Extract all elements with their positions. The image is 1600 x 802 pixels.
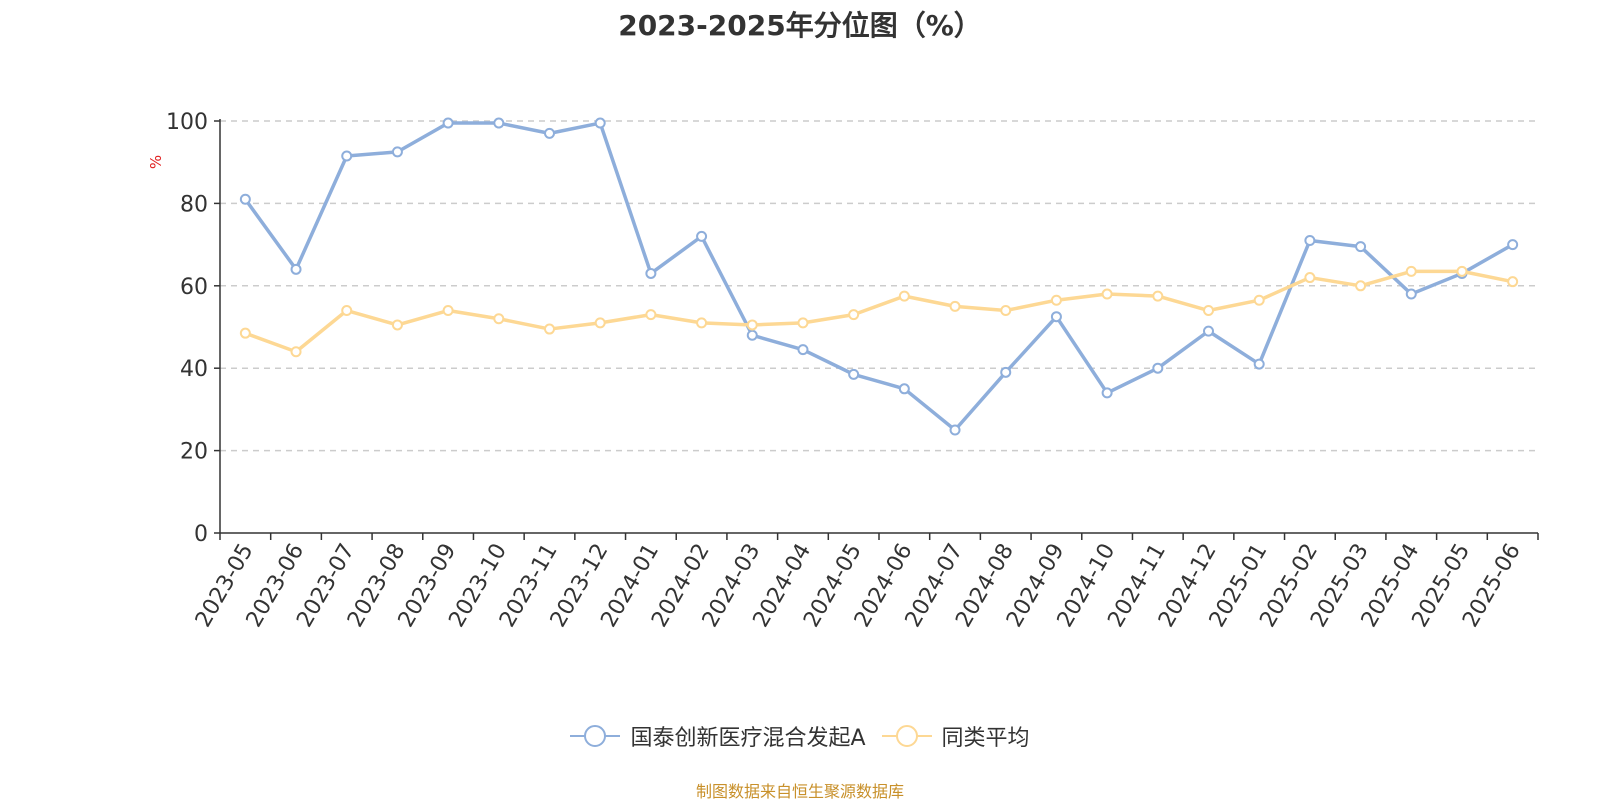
data-point-0[interactable] bbox=[898, 383, 910, 395]
data-point-0[interactable] bbox=[341, 150, 353, 162]
data-point-1[interactable] bbox=[239, 327, 251, 339]
y-axis-label: % bbox=[147, 155, 165, 169]
data-point-1[interactable] bbox=[898, 290, 910, 302]
data-point-1[interactable] bbox=[1152, 290, 1164, 302]
data-point-1[interactable] bbox=[1203, 305, 1214, 317]
data-point-1[interactable] bbox=[645, 309, 657, 321]
legend-label-average: 同类平均 bbox=[941, 726, 1030, 751]
data-point-0[interactable] bbox=[391, 146, 403, 158]
y-tick-label: 80 bbox=[180, 192, 208, 217]
data-point-0[interactable] bbox=[493, 117, 505, 129]
data-point-1[interactable] bbox=[1253, 294, 1265, 306]
data-source-note: 制图数据来自恒生聚源数据库 bbox=[695, 782, 904, 801]
data-point-1[interactable] bbox=[1304, 272, 1316, 284]
data-point-1[interactable] bbox=[696, 317, 708, 329]
data-point-0[interactable] bbox=[1253, 358, 1265, 370]
chart-legend: 国泰创新医疗混合发起A 同类平均 bbox=[0, 720, 1600, 752]
y-tick-label: 0 bbox=[194, 522, 208, 547]
chart-title: 2023-2025年分位图（%） bbox=[618, 9, 982, 42]
data-point-1[interactable] bbox=[1507, 276, 1519, 288]
legend-marker-average bbox=[881, 725, 932, 747]
data-point-0[interactable] bbox=[848, 368, 860, 380]
data-point-1[interactable] bbox=[1456, 265, 1468, 277]
data-point-1[interactable] bbox=[848, 309, 860, 321]
data-point-1[interactable] bbox=[544, 323, 555, 335]
y-tick-label: 40 bbox=[180, 357, 208, 382]
legend-marker-fund bbox=[570, 725, 621, 747]
data-point-0[interactable] bbox=[239, 193, 251, 205]
y-tick-label: 60 bbox=[180, 275, 208, 300]
data-point-1[interactable] bbox=[391, 319, 403, 331]
data-point-0[interactable] bbox=[1000, 366, 1012, 378]
series-line-0 bbox=[243, 121, 1514, 432]
data-point-0[interactable] bbox=[1355, 241, 1367, 253]
legend-label-fund: 国泰创新医疗混合发起A bbox=[630, 726, 866, 751]
series-line-1 bbox=[244, 269, 1514, 354]
y-tick-label: 100 bbox=[166, 110, 208, 135]
data-point-0[interactable] bbox=[696, 230, 708, 242]
data-point-0[interactable] bbox=[1101, 387, 1113, 399]
data-point-0[interactable] bbox=[290, 263, 302, 275]
data-point-1[interactable] bbox=[493, 313, 505, 325]
data-point-1[interactable] bbox=[594, 317, 606, 329]
data-point-1[interactable] bbox=[746, 319, 758, 331]
data-point-0[interactable] bbox=[746, 329, 758, 341]
data-point-0[interactable] bbox=[594, 117, 606, 129]
data-point-1[interactable] bbox=[442, 305, 454, 317]
legend-item-fund[interactable]: 国泰创新医疗混合发起A bbox=[570, 720, 866, 752]
data-point-0[interactable] bbox=[1304, 234, 1316, 246]
data-point-1[interactable] bbox=[1355, 280, 1367, 292]
data-point-0[interactable] bbox=[1405, 288, 1417, 300]
data-point-1[interactable] bbox=[1050, 294, 1062, 306]
data-point-1[interactable] bbox=[1000, 305, 1012, 317]
data-point-1[interactable] bbox=[341, 305, 353, 317]
data-point-0[interactable] bbox=[544, 127, 555, 139]
y-tick-label: 20 bbox=[180, 440, 208, 465]
data-point-1[interactable] bbox=[290, 346, 302, 358]
data-point-1[interactable] bbox=[949, 300, 961, 312]
legend-item-average[interactable]: 同类平均 bbox=[881, 720, 1030, 752]
data-point-0[interactable] bbox=[797, 344, 809, 356]
data-point-0[interactable] bbox=[949, 424, 961, 436]
data-point-0[interactable] bbox=[1152, 362, 1164, 374]
data-point-0[interactable] bbox=[645, 267, 657, 279]
data-point-0[interactable] bbox=[1203, 325, 1214, 337]
data-point-0[interactable] bbox=[442, 117, 454, 129]
data-point-1[interactable] bbox=[1101, 288, 1113, 300]
data-point-0[interactable] bbox=[1050, 311, 1062, 323]
data-point-1[interactable] bbox=[797, 317, 809, 329]
data-point-1[interactable] bbox=[1405, 265, 1417, 277]
data-point-0[interactable] bbox=[1507, 239, 1519, 251]
